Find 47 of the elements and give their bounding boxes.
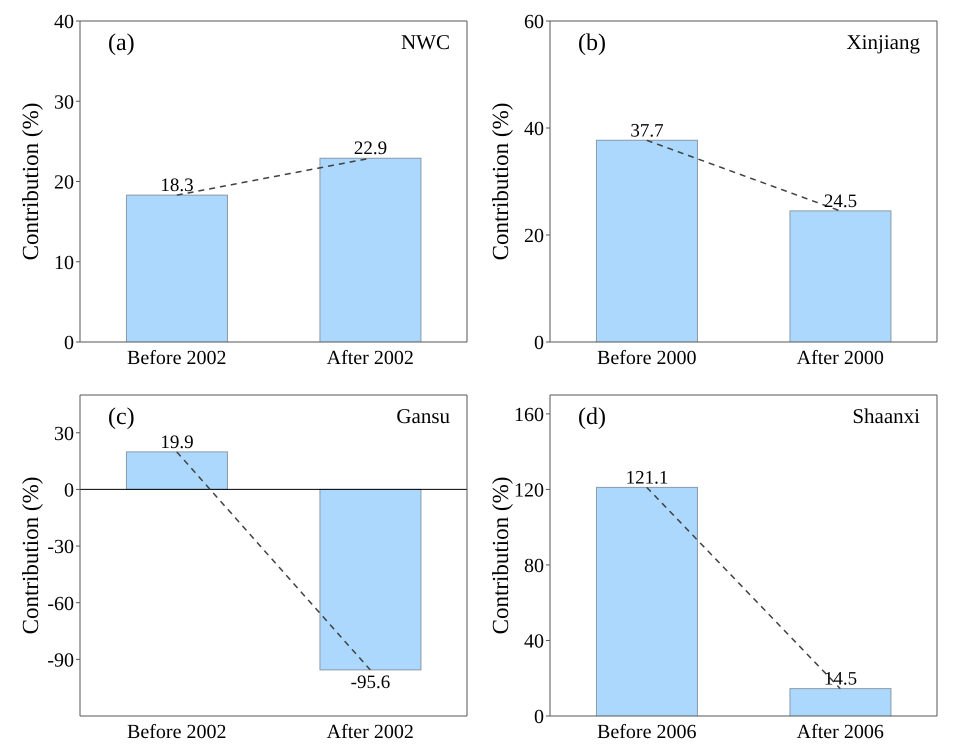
- y-tick-label: 120: [514, 480, 544, 502]
- annotation: (c): [108, 404, 135, 431]
- x-tick-label: Before 2000: [597, 347, 696, 370]
- y-axis-title: Contribution (%): [488, 476, 514, 634]
- data-label: 14.5: [824, 668, 858, 690]
- y-tick-label: 30: [54, 91, 74, 114]
- y-axis-title: Contribution (%): [488, 102, 514, 260]
- annotation: Xinjiang: [846, 30, 920, 55]
- y-tick-label: -90: [47, 649, 74, 672]
- data-label: 37.7: [630, 120, 664, 142]
- data-label: 19.9: [160, 432, 194, 453]
- y-tick-label: 0: [64, 332, 74, 354]
- annotation: NWC: [401, 30, 450, 55]
- x-tick-label: Before 2002: [127, 721, 226, 744]
- y-tick-label: 80: [524, 555, 544, 578]
- x-tick-label: Before 2006: [597, 721, 696, 744]
- data-label: 24.5: [824, 190, 858, 212]
- y-tick-label: 40: [54, 11, 74, 34]
- y-tick-label: 160: [514, 404, 544, 426]
- y-tick-label: 30: [54, 422, 74, 445]
- y-tick-label: 0: [534, 332, 544, 354]
- x-tick-label: After 2002: [326, 347, 414, 370]
- y-tick-label: 20: [524, 225, 544, 248]
- annotation: (b): [578, 30, 606, 57]
- data-label: 22.9: [354, 138, 388, 160]
- x-tick-label: After 2002: [326, 721, 414, 744]
- y-tick-label: 60: [524, 11, 544, 34]
- x-tick-label: Before 2002: [127, 347, 226, 370]
- annotation: Gansu: [396, 404, 450, 429]
- data-label: 121.1: [626, 467, 668, 488]
- annotation: (a): [108, 30, 135, 57]
- y-tick-label: 40: [524, 118, 544, 140]
- y-axis-title: Contribution (%): [18, 102, 44, 260]
- x-tick-label: After 2006: [796, 721, 884, 744]
- annotation: (d): [578, 404, 606, 431]
- data-label: -95.6: [350, 672, 390, 693]
- y-tick-label: 0: [534, 706, 544, 728]
- x-tick-label: After 2000: [796, 347, 884, 370]
- y-axis-title: Contribution (%): [18, 476, 44, 634]
- y-tick-label: 20: [54, 172, 74, 194]
- y-tick-label: 40: [524, 630, 544, 653]
- y-tick-label: 10: [54, 252, 74, 274]
- y-tick-label: 0: [64, 480, 74, 502]
- data-label: 18.3: [160, 175, 194, 196]
- y-tick-label: -30: [47, 536, 74, 558]
- y-tick-label: -60: [47, 592, 74, 615]
- annotation: Shaanxi: [852, 404, 920, 429]
